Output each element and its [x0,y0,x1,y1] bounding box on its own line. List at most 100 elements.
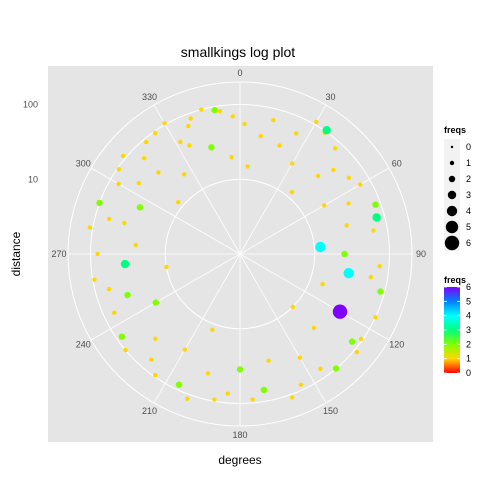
data-point [289,190,295,195]
color-legend-label: 3 [466,325,471,335]
data-point [250,397,255,402]
color-legend-title: freqs [444,275,466,285]
data-point [348,338,356,345]
angle-grid-line [239,253,390,341]
angle-grid-line [153,253,241,404]
data-point [290,161,295,166]
data-point [245,164,250,169]
angle-tick-label: 60 [392,159,402,169]
data-point [315,173,321,179]
size-legend-label: 0 [466,142,471,152]
angle-tick-label: 300 [76,159,91,169]
data-point [153,372,158,378]
data-point [354,349,360,355]
angle-tick-label: 150 [323,406,338,416]
angle-tick-label: 180 [232,430,247,440]
size-legend-dot [444,235,460,251]
data-point [217,109,223,114]
size-legend-dot [448,175,456,183]
data-point [210,327,215,332]
data-point [186,123,191,129]
color-legend: freqs 6 5 4 3 2 1 0 [444,275,471,378]
size-legend-dot [446,205,458,217]
angle-grid-line [239,253,327,404]
data-point [332,304,348,319]
data-point [371,228,376,233]
data-point [320,281,325,287]
data-point [290,304,296,310]
color-legend-label: 0 [466,368,471,378]
data-point [120,153,126,159]
data-point [358,336,364,341]
size-legend-label: 2 [466,174,471,184]
size-legend-label: 3 [466,190,471,200]
size-legend-dot [445,220,459,234]
data-point [162,121,167,126]
polar-grid [67,81,413,427]
angle-tick-label: 210 [142,406,157,416]
data-point [123,347,128,353]
data-point [277,143,282,148]
data-point [229,154,234,160]
data-point [187,143,192,148]
data-point [156,170,161,175]
data-point [142,156,147,161]
data-point [343,268,354,279]
data-point [136,180,141,186]
data-point [358,182,363,187]
data-point [182,347,187,352]
angle-grid-line [239,104,327,255]
data-point [377,264,382,269]
color-legend-label: 6 [466,282,471,292]
angle-tick-label: 120 [389,340,404,350]
data-point [368,274,374,280]
data-point [153,130,158,136]
data-point [92,277,97,282]
data-point [346,201,351,206]
angle-tick-label: 330 [142,92,157,102]
angle-tick-label: 90 [416,249,426,259]
data-point [153,336,158,341]
color-legend-label: 5 [466,296,471,306]
size-legend-title: freqs [444,125,466,135]
data-point [373,315,378,320]
data-point [372,213,381,222]
data-point [333,146,338,151]
data-point [315,241,326,253]
data-point [311,325,317,331]
size-legend-label: 5 [466,222,471,232]
data-point [318,366,323,371]
data-point [271,118,276,123]
data-point [377,288,384,295]
y-axis-title: distance [9,231,23,276]
radius-tick-label: 10 [28,174,38,184]
angle-grid-line [90,167,241,255]
data-point [199,107,204,112]
angle-tick-label: 270 [51,249,66,259]
data-point [118,333,126,340]
data-point [112,310,117,315]
data-point [116,181,121,187]
data-point [208,144,215,151]
data-point [212,397,217,402]
data-point [260,386,268,393]
data-points [87,106,384,402]
data-point [152,299,159,306]
data-point [133,242,139,248]
data-point [182,172,187,177]
data-point [87,225,92,230]
radius-tick-labels: 10 100 [23,100,38,185]
data-point [225,391,230,396]
data-point [175,381,183,388]
color-legend-label: 1 [466,354,471,364]
data-point [372,201,379,208]
size-legend: freqs 0 1 2 3 4 5 6 [444,125,471,251]
chart-title: smallkings log plot [181,44,295,60]
data-point [298,382,304,387]
size-legend-label: 6 [466,238,471,248]
color-legend-bar [444,287,460,373]
data-point [346,175,352,180]
data-point [96,199,103,207]
data-point [205,371,211,376]
x-axis-title: degrees [218,453,261,467]
